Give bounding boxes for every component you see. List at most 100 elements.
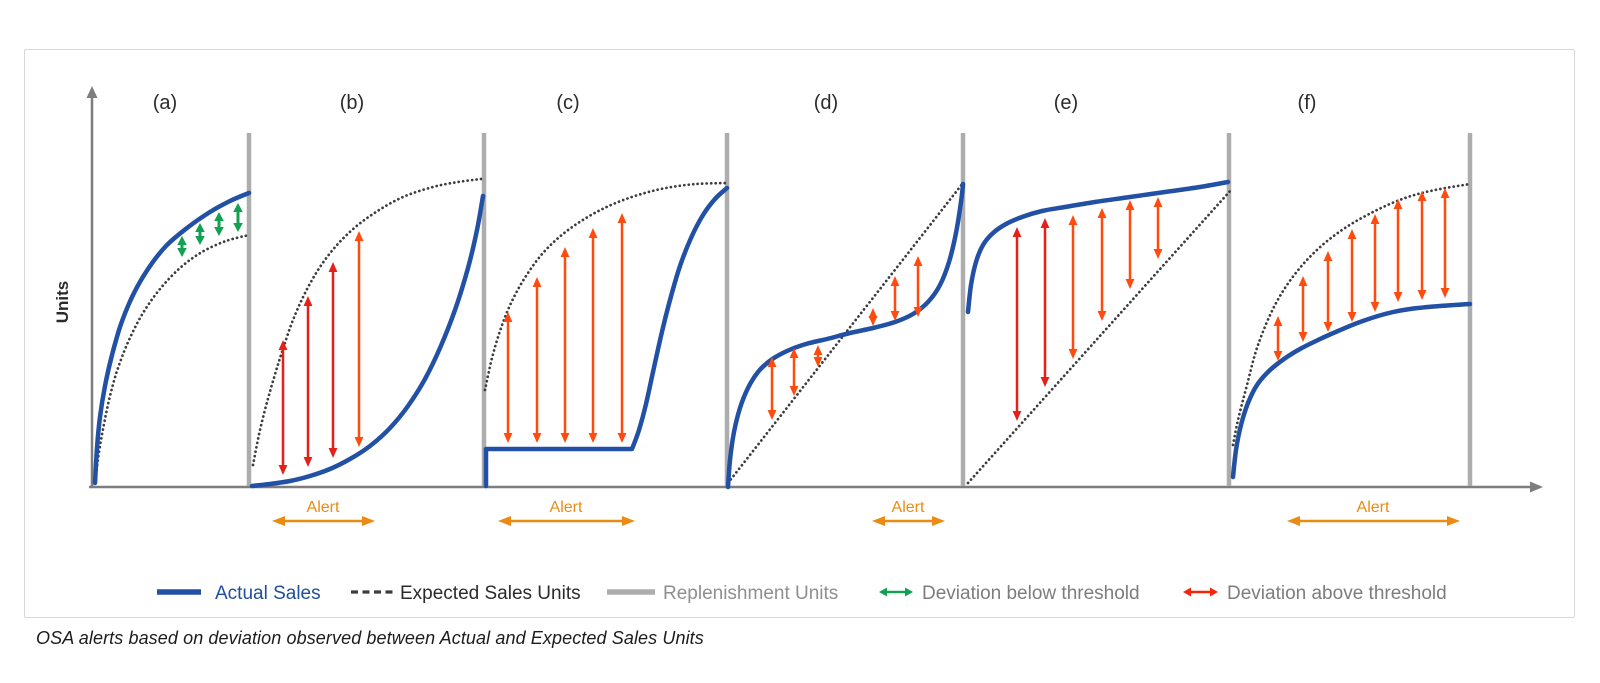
arrowhead-down-icon (913, 307, 923, 317)
deviation-arrow (503, 312, 513, 443)
deviation-arrow (1370, 214, 1380, 312)
deviation-arrow (913, 256, 923, 317)
arrowhead-up-icon (1370, 214, 1380, 224)
arrowhead-up-icon (868, 308, 878, 318)
arrowhead-down-icon (1040, 377, 1050, 387)
alert-range-arrow (498, 516, 635, 526)
arrowhead-right-icon (932, 516, 945, 526)
deviation-arrow (195, 223, 205, 245)
alert-range-arrow (272, 516, 375, 526)
arrowhead-down-icon (177, 248, 187, 257)
deviation-arrow (1393, 199, 1403, 302)
deviation-arrow (1417, 191, 1427, 300)
x-axis-arrow-icon (1530, 481, 1543, 493)
arrowhead-up-icon (767, 357, 777, 367)
alert-label: Alert (307, 499, 340, 516)
arrowhead-up-icon (813, 345, 823, 355)
actual-sales-curve (92, 190, 252, 486)
deviation-arrow (1012, 227, 1022, 421)
arrowhead-down-icon (1068, 349, 1078, 359)
arrowhead-down-icon (278, 465, 288, 475)
arrowhead-up-icon (1040, 218, 1050, 228)
arrowhead-up-icon (328, 262, 338, 272)
arrowhead-down-icon (328, 448, 338, 458)
alert-label: Alert (1357, 499, 1390, 516)
arrowhead-down-icon (195, 236, 205, 245)
deviation-arrow (233, 203, 243, 232)
deviation-arrow (1440, 188, 1450, 298)
arrowhead-down-icon (1393, 292, 1403, 302)
alert-annotations: Alert Alert Alert Alert (272, 499, 1460, 526)
expected-sales-curve (1231, 182, 1472, 447)
panel-label: (b) (340, 92, 364, 114)
arrowhead-up-icon (1393, 199, 1403, 209)
arrowhead-down-icon (1153, 249, 1163, 259)
deviation-arrow (303, 296, 313, 467)
legend-label-replenishment-units: Replenishment Units (663, 583, 838, 604)
actual-sales-curve (1230, 301, 1473, 480)
arrowhead-down-icon (303, 457, 313, 467)
arrowhead-up-icon (617, 213, 627, 223)
arrowhead-down-icon (1125, 279, 1135, 289)
arrowhead-down-icon (1298, 332, 1308, 342)
arrowhead-up-icon (1097, 208, 1107, 218)
deviation-arrows (177, 188, 1450, 475)
deviation-arrow (354, 231, 364, 447)
deviation-arrow (617, 213, 627, 443)
actual-sales-curve (249, 193, 486, 489)
expected-sales-curve (93, 233, 251, 485)
arrowhead-down-icon (560, 433, 570, 443)
arrowhead-up-icon (195, 223, 205, 232)
arrowhead-up-icon (560, 247, 570, 257)
arrowhead-right-icon (1210, 587, 1218, 597)
panel-curves (92, 177, 1473, 490)
deviation-arrow (328, 262, 338, 458)
arrowhead-down-icon (767, 410, 777, 420)
arrowhead-right-icon (1447, 516, 1460, 526)
expected-sales-curve (726, 181, 965, 485)
deviation-arrow (177, 236, 187, 257)
y-axis-arrow-icon (86, 86, 98, 98)
panel-label: (d) (814, 92, 838, 114)
arrowhead-up-icon (588, 228, 598, 238)
deviation-arrow (767, 357, 777, 420)
arrowhead-right-icon (362, 516, 375, 526)
arrowhead-down-icon (214, 227, 224, 236)
deviation-arrow (789, 348, 799, 396)
arrowhead-up-icon (177, 236, 187, 245)
arrowhead-right-icon (622, 516, 635, 526)
deviation-arrow (1068, 215, 1078, 359)
panel-labels: (a) (b) (c) (d) (e) (f) (153, 92, 1317, 114)
arrowhead-up-icon (503, 312, 513, 322)
arrowhead-up-icon (913, 256, 923, 266)
arrowhead-left-icon (1183, 587, 1191, 597)
arrowhead-left-icon (872, 516, 885, 526)
arrowhead-down-icon (1097, 311, 1107, 321)
deviation-arrow (1273, 316, 1283, 361)
actual-sales-curve (965, 179, 1231, 315)
arrowhead-up-icon (1440, 188, 1450, 198)
deviation-arrow (560, 247, 570, 443)
arrowhead-left-icon (498, 516, 511, 526)
alert-label: Alert (892, 499, 925, 516)
deviation-arrow (588, 228, 598, 443)
legend-swatch-deviation-below (879, 587, 913, 597)
arrowhead-up-icon (789, 348, 799, 358)
deviation-arrow (1040, 218, 1050, 387)
deviation-arrow (813, 345, 823, 367)
arrowhead-down-icon (1370, 302, 1380, 312)
arrowhead-up-icon (890, 276, 900, 286)
legend-label-deviation-below: Deviation below threshold (922, 583, 1140, 604)
legend: Actual Sales Expected Sales Units Replenis… (157, 583, 1447, 604)
deviation-arrow (532, 277, 542, 443)
arrowhead-down-icon (532, 433, 542, 443)
arrowhead-down-icon (1012, 411, 1022, 421)
expected-sales-curve (483, 181, 728, 392)
arrowhead-up-icon (1323, 251, 1333, 261)
arrowhead-up-icon (1153, 197, 1163, 207)
expected-sales-curve (251, 177, 483, 467)
arrowhead-down-icon (1440, 288, 1450, 298)
legend-label-expected-sales-units: Expected Sales Units (400, 583, 581, 604)
alert-range-arrow (872, 516, 945, 526)
